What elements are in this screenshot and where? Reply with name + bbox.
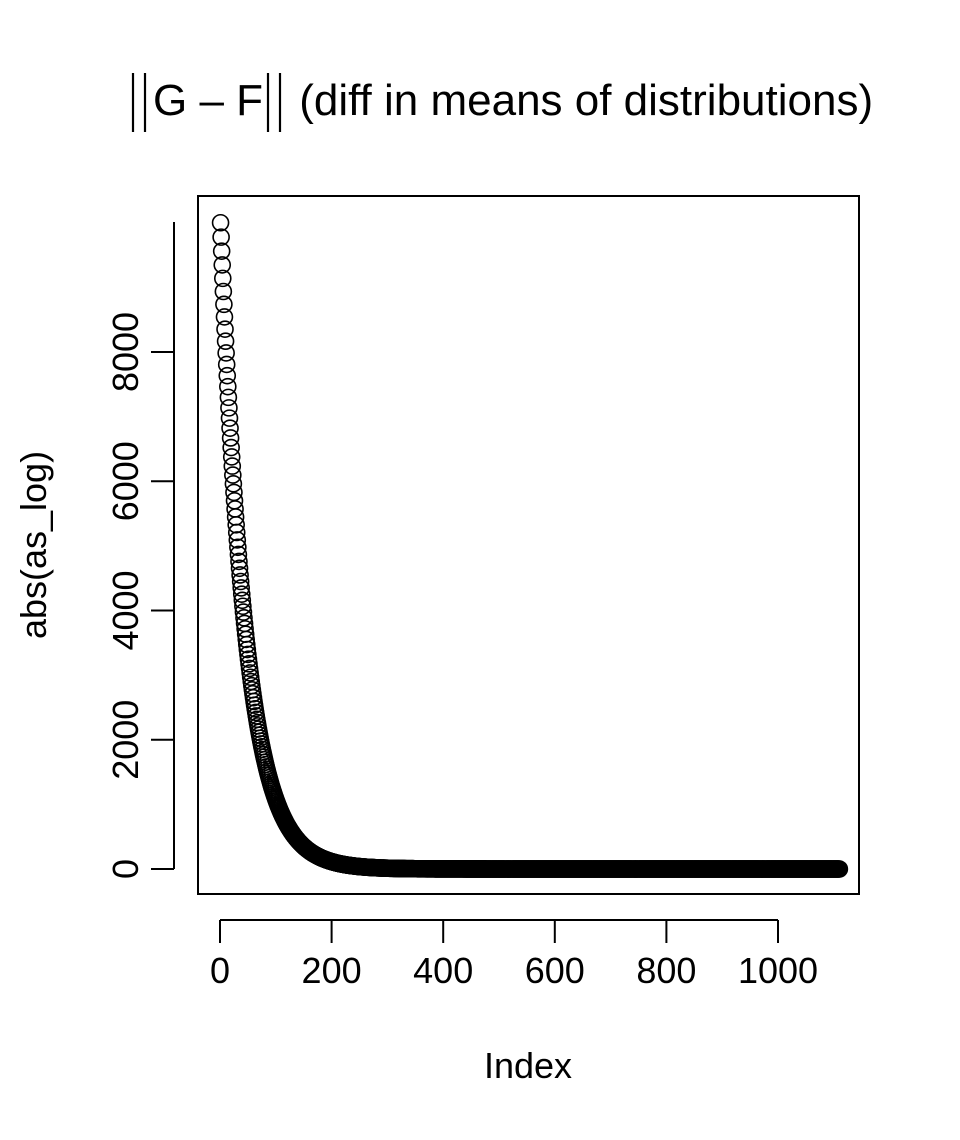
data-point bbox=[228, 531, 247, 549]
data-point bbox=[212, 242, 231, 260]
data-point bbox=[231, 572, 250, 591]
data-point bbox=[234, 597, 252, 616]
data-point bbox=[232, 585, 251, 603]
data-point bbox=[217, 344, 235, 362]
y-axis-label: abs(as_log) bbox=[13, 451, 54, 639]
data-point bbox=[218, 366, 237, 385]
data-point bbox=[222, 448, 241, 466]
data-point bbox=[230, 559, 249, 578]
data-point bbox=[229, 538, 247, 557]
data-point bbox=[221, 429, 240, 447]
data-point bbox=[238, 640, 257, 659]
data-point bbox=[219, 377, 237, 396]
data-point bbox=[213, 269, 232, 288]
chart-title: G – F (diff in means of distributions) bbox=[131, 73, 873, 132]
y-tick-label: 2000 bbox=[105, 700, 146, 780]
data-point bbox=[223, 457, 242, 475]
data-point bbox=[230, 552, 248, 571]
data-point bbox=[227, 523, 246, 542]
data-point bbox=[215, 295, 233, 314]
data-point bbox=[234, 603, 253, 621]
data-point bbox=[237, 630, 256, 649]
data-point bbox=[239, 645, 257, 664]
data-point bbox=[216, 320, 234, 339]
title-suffix: (diff in means of distributions) bbox=[287, 76, 873, 125]
data-point bbox=[231, 566, 249, 584]
x-tick-label: 0 bbox=[210, 950, 230, 991]
x-tick-label: 400 bbox=[413, 950, 473, 991]
data-point bbox=[215, 308, 234, 326]
data-point bbox=[220, 399, 238, 417]
x-tick-label: 600 bbox=[525, 950, 585, 991]
data-point bbox=[229, 545, 248, 564]
title-expression: G – F bbox=[153, 76, 263, 125]
plot-frame bbox=[197, 195, 860, 895]
data-point bbox=[221, 419, 239, 437]
data-point bbox=[219, 388, 238, 407]
data-point bbox=[213, 256, 232, 274]
data-point bbox=[217, 355, 236, 374]
y-tick-label: 6000 bbox=[105, 441, 146, 521]
data-point bbox=[830, 860, 849, 878]
data-point bbox=[214, 282, 233, 301]
data-point bbox=[216, 332, 235, 351]
y-tick-label: 4000 bbox=[105, 570, 146, 650]
data-point bbox=[232, 579, 250, 597]
y-tick-label: 0 bbox=[105, 859, 146, 879]
data-point bbox=[220, 409, 239, 427]
data-point bbox=[211, 213, 230, 232]
data-point bbox=[222, 438, 240, 457]
data-point bbox=[237, 635, 256, 654]
data-point bbox=[224, 466, 242, 484]
x-tick-label: 800 bbox=[636, 950, 696, 991]
x-tick-label: 200 bbox=[302, 950, 362, 991]
y-axis: 0 2000 4000 6000 8000 bbox=[105, 222, 175, 879]
data-points bbox=[211, 213, 849, 878]
x-tick-label: 1000 bbox=[738, 950, 818, 991]
x-axis: 0 200 400 600 800 1000 bbox=[210, 919, 818, 991]
y-tick-label: 8000 bbox=[105, 312, 146, 392]
data-point bbox=[233, 591, 252, 610]
data-point bbox=[224, 475, 243, 493]
data-point bbox=[212, 228, 230, 246]
x-axis-label: Index bbox=[484, 1045, 572, 1086]
